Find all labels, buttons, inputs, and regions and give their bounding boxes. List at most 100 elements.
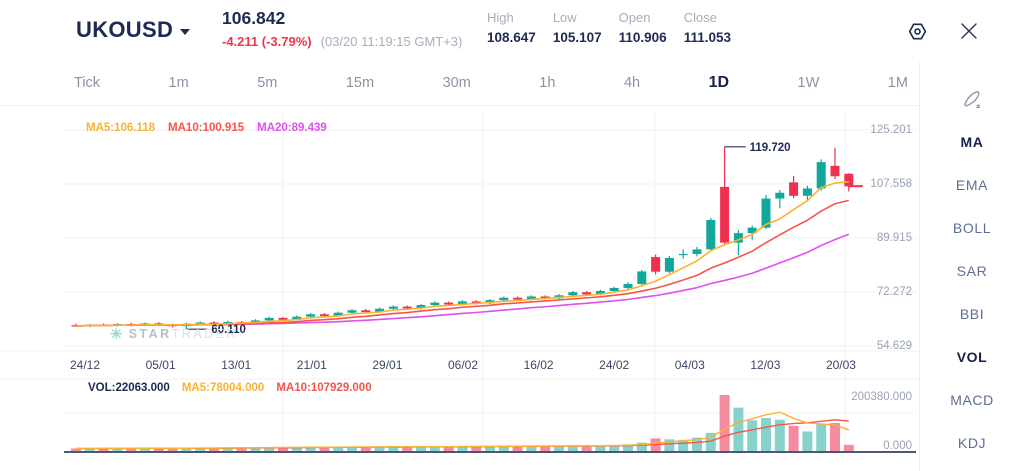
volume-bar bbox=[540, 446, 551, 451]
candle-body bbox=[306, 314, 316, 317]
candle-body bbox=[292, 316, 302, 320]
volume-bar bbox=[388, 446, 399, 451]
candle-body bbox=[388, 306, 398, 309]
sidebar-item-ma[interactable]: MA bbox=[960, 133, 984, 150]
volume-bar bbox=[360, 447, 371, 451]
candle-body bbox=[609, 287, 619, 291]
candle-body bbox=[775, 192, 785, 199]
volume-bar bbox=[347, 446, 357, 451]
volume-bar bbox=[609, 445, 620, 451]
volume-axis-label: 0.000 bbox=[883, 440, 912, 452]
candle-body bbox=[623, 283, 633, 288]
ma20-line bbox=[75, 233, 850, 327]
candle-body bbox=[651, 257, 661, 272]
gear-icon bbox=[908, 22, 926, 40]
candle-body bbox=[720, 186, 730, 243]
candle-body bbox=[582, 292, 592, 295]
volume-bar bbox=[830, 423, 840, 451]
volume-bar bbox=[291, 447, 302, 451]
stat-label: Low bbox=[552, 10, 577, 25]
tab-4h[interactable]: 4h bbox=[623, 75, 641, 91]
tab-1m[interactable]: 1M bbox=[887, 75, 908, 91]
sidebar-item-sar[interactable]: SAR bbox=[956, 262, 988, 279]
tab-5m[interactable]: 5m bbox=[257, 75, 278, 91]
symbol-selector[interactable]: UKOUSD bbox=[76, 17, 191, 43]
price-axis-label: 125.201 bbox=[870, 124, 912, 136]
volume-bar bbox=[554, 445, 564, 451]
volume-bar bbox=[802, 431, 813, 451]
volume-bar bbox=[112, 448, 123, 451]
candle-body bbox=[195, 322, 205, 324]
stat-value: 105.107 bbox=[552, 30, 602, 45]
candle-body bbox=[319, 314, 329, 317]
sidebar-item-macd[interactable]: MACD bbox=[950, 391, 994, 408]
sidebar-item-ema[interactable]: EMA bbox=[955, 176, 989, 193]
header: UKOUSD 106.842 -4.211 (-3.79%) (03/20 11… bbox=[0, 0, 1024, 62]
settings-button[interactable] bbox=[904, 18, 930, 44]
sidebar-item-vol[interactable]: VOL bbox=[956, 348, 988, 365]
timeframe-bar: Tick 1m 5m 15m 30m 1h 4h 1D 1W 1M bbox=[0, 62, 920, 106]
volume-bar bbox=[126, 448, 137, 451]
candle-body bbox=[789, 182, 799, 196]
tab-30m[interactable]: 30m bbox=[442, 75, 471, 91]
candle-body bbox=[830, 165, 840, 177]
volume-bar bbox=[209, 448, 219, 451]
volume-bar bbox=[264, 447, 275, 451]
volume-bar bbox=[402, 447, 413, 451]
volume-bar bbox=[443, 446, 454, 451]
candle-body bbox=[361, 310, 371, 313]
volume-bar bbox=[623, 444, 633, 451]
chevron-down-icon bbox=[180, 28, 191, 35]
date-axis-label: 13/01 bbox=[221, 358, 252, 372]
tab-tick[interactable]: Tick bbox=[74, 75, 101, 91]
tab-1w[interactable]: 1W bbox=[797, 75, 820, 91]
close-icon bbox=[961, 23, 977, 39]
sidebar-item-bbi[interactable]: BBI bbox=[959, 305, 985, 322]
candle-body bbox=[802, 188, 812, 196]
tab-1h[interactable]: 1h bbox=[539, 75, 556, 91]
tab-1d[interactable]: 1D bbox=[708, 74, 730, 91]
star-logo-icon: ✳ bbox=[110, 326, 123, 343]
volume-bar bbox=[664, 439, 675, 451]
stat-high: High 108.647 bbox=[487, 10, 536, 45]
candlestick-chart-canvas[interactable]: 119.720 60.110 bbox=[0, 0, 920, 471]
sidebar-item-kdj[interactable]: KDJ bbox=[957, 434, 987, 451]
price-block: 106.842 -4.211 (-3.79%) (03/20 11:19:15 … bbox=[222, 8, 462, 49]
volume-bar bbox=[567, 445, 578, 451]
volume-bar bbox=[843, 444, 854, 451]
stat-open: Open 110.906 bbox=[619, 10, 667, 45]
volume-bar bbox=[512, 446, 523, 451]
vol-ma5: MA5:78004.000 bbox=[181, 382, 265, 394]
draw-tools-button[interactable] bbox=[920, 88, 1024, 110]
volume-bar bbox=[71, 448, 81, 451]
date-axis-label: 05/01 bbox=[145, 358, 176, 372]
ma5-line bbox=[75, 180, 849, 327]
candle-body bbox=[595, 290, 605, 295]
candle-body bbox=[526, 296, 536, 300]
date-axis-label: 29/01 bbox=[372, 358, 403, 372]
sidebar-item-boll[interactable]: BOLL bbox=[952, 219, 992, 236]
volume-bar bbox=[84, 448, 95, 451]
candle-body bbox=[513, 297, 523, 300]
candle-body bbox=[209, 322, 219, 325]
price-axis-label: 107.558 bbox=[870, 178, 912, 190]
ma10-legend: MA10:100.915 bbox=[168, 122, 245, 134]
date-axis-label: 20/03 bbox=[825, 358, 856, 372]
tab-15m[interactable]: 15m bbox=[345, 75, 375, 91]
stat-label: Open bbox=[618, 10, 651, 25]
date-axis-label: 21/01 bbox=[296, 358, 327, 372]
stat-label: Close bbox=[683, 10, 717, 25]
close-button[interactable] bbox=[956, 18, 982, 44]
candle-body bbox=[637, 271, 647, 284]
candle-body bbox=[416, 305, 426, 309]
volume-bar bbox=[595, 445, 606, 451]
ma20-legend: MA20:89.439 bbox=[257, 122, 327, 134]
candle-body bbox=[402, 306, 412, 309]
tab-1m[interactable]: 1m bbox=[168, 75, 189, 91]
volume-bar bbox=[678, 439, 689, 451]
volume-bar bbox=[581, 445, 592, 451]
volume-bar bbox=[319, 447, 330, 451]
volume-bar bbox=[416, 446, 426, 451]
volume-bar bbox=[471, 446, 482, 451]
volume-bar bbox=[498, 445, 509, 451]
